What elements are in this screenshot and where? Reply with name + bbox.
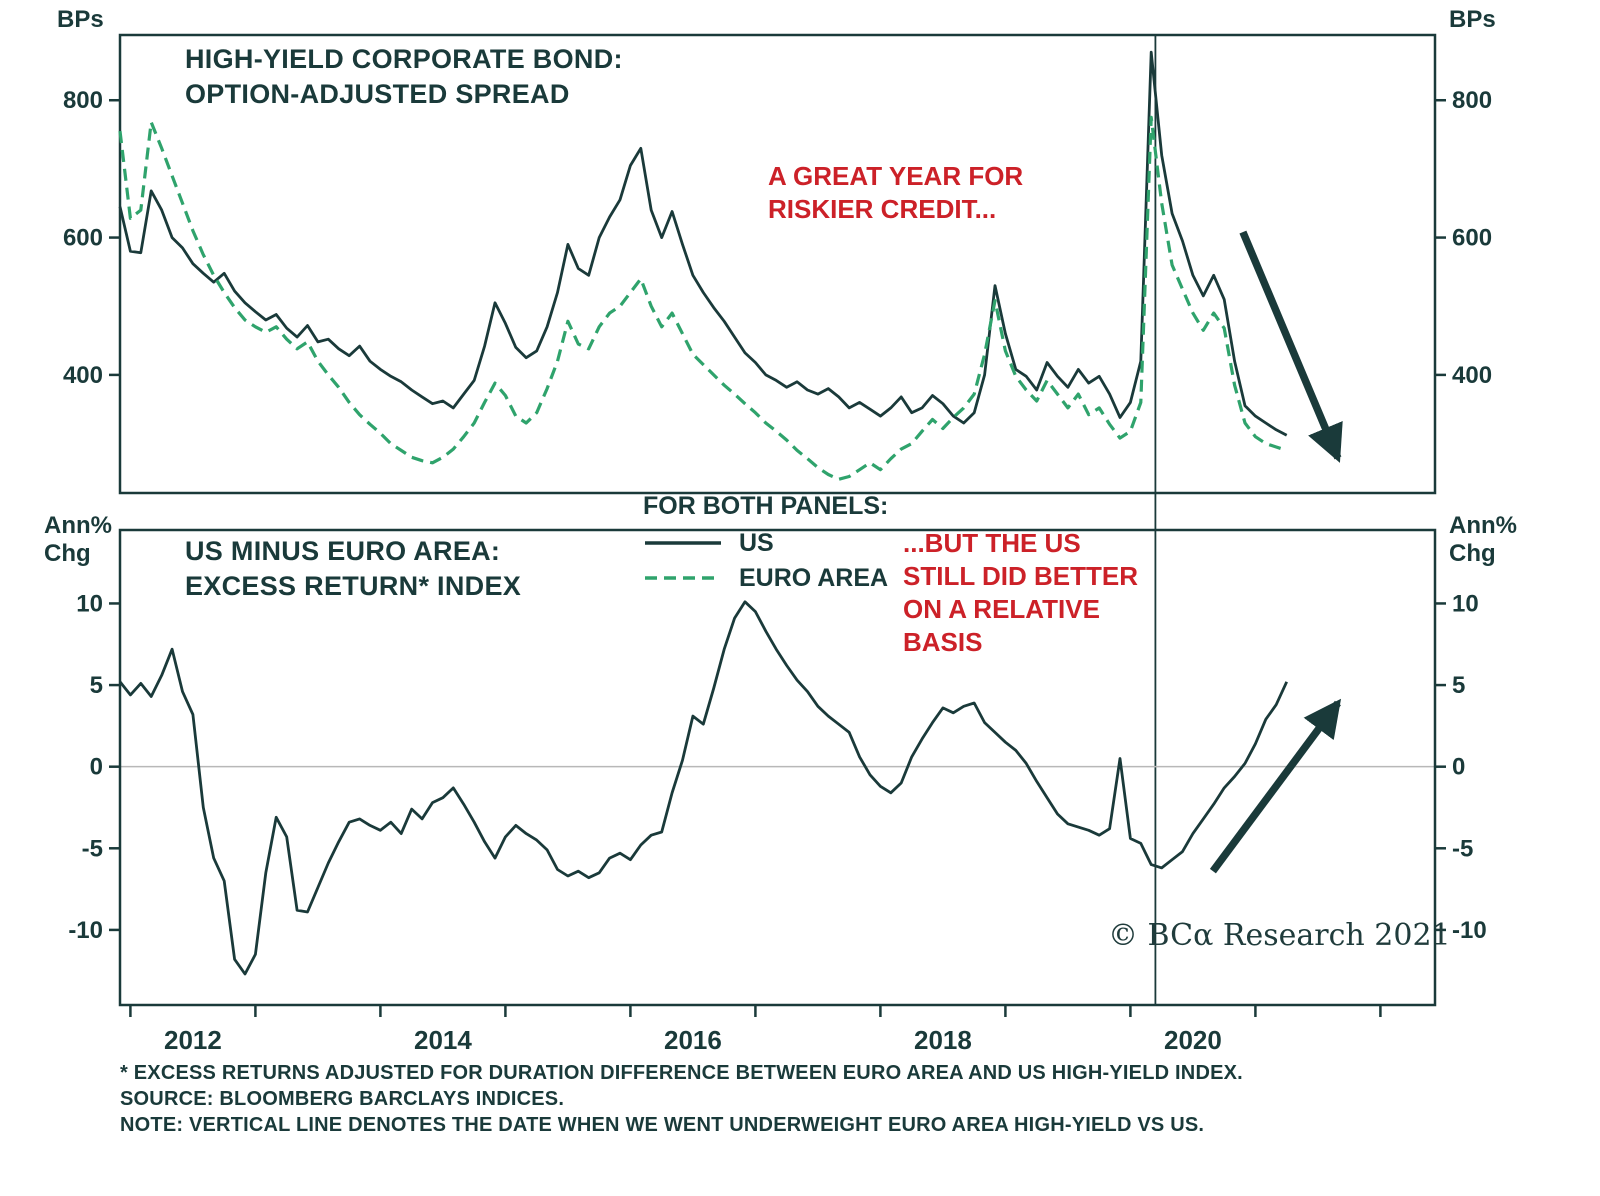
- bottom-annotation-line3: ON A RELATIVE: [903, 594, 1100, 624]
- footnote-note: NOTE: VERTICAL LINE DENOTES THE DATE WHE…: [120, 1114, 1205, 1136]
- y-tick-label: -5: [82, 835, 103, 862]
- y-tick-label: 10: [76, 590, 103, 617]
- x-tick-label: 2016: [664, 1025, 722, 1055]
- bottom-annotation-line1: ...BUT THE US: [903, 528, 1081, 558]
- legend-heading: FOR BOTH PANELS:: [643, 492, 889, 520]
- footnote-source: SOURCE: BLOOMBERG BARCLAYS INDICES.: [120, 1088, 565, 1110]
- bottom-unit-right-line2: Chg: [1449, 540, 1496, 567]
- bottom-unit-left-line1: Ann%: [44, 512, 112, 539]
- y-tick-label: 0: [90, 754, 103, 781]
- x-tick-label: 2012: [164, 1025, 222, 1055]
- legend-item-us: US: [643, 528, 888, 557]
- bottom-panel-title: US MINUS EURO AREA: EXCESS RETURN* INDEX: [185, 534, 521, 604]
- bottom-annotation-line2: STILL DID BETTER: [903, 561, 1138, 591]
- y-tick-label: 5: [1452, 672, 1465, 699]
- trend-arrow: [1209, 698, 1342, 874]
- y-tick-label: 600: [63, 225, 103, 252]
- bottom-annotation: ...BUT THE US STILL DID BETTER ON A RELA…: [903, 527, 1138, 659]
- x-tick-label: 2018: [914, 1025, 972, 1055]
- x-tick-label: 2014: [414, 1025, 472, 1055]
- top-unit-right: BPs: [1449, 6, 1496, 33]
- panel-border: [118, 33, 1437, 495]
- y-tick-label: 0: [1452, 754, 1465, 781]
- y-tick-label: 600: [1452, 225, 1492, 252]
- top-annotation-line2: RISKIER CREDIT...: [768, 194, 997, 224]
- bottom-annotation-line4: BASIS: [903, 627, 983, 657]
- y-tick-label: 800: [63, 87, 103, 114]
- y-tick-label: 800: [1452, 87, 1492, 114]
- legend: FOR BOTH PANELS: US EURO AREA: [643, 492, 889, 592]
- copyright: © BCα Research 2021: [1108, 918, 1451, 953]
- legend-label-us: US: [739, 528, 774, 557]
- y-tick-label: 5: [90, 672, 103, 699]
- top-title-line1: HIGH-YIELD CORPORATE BOND:: [185, 44, 623, 74]
- us-series-line: [118, 50, 1288, 437]
- top-annotation: A GREAT YEAR FOR RISKIER CREDIT...: [768, 160, 1023, 226]
- top-annotation-line1: A GREAT YEAR FOR: [768, 161, 1024, 191]
- bottom-unit-right-line1: Ann%: [1449, 512, 1517, 539]
- trend-arrow: [1239, 230, 1343, 463]
- bottom-unit-left: Ann% Chg: [44, 512, 112, 568]
- euro-area-line-sample-icon: [645, 576, 721, 580]
- top-unit-left: BPs: [57, 6, 104, 33]
- footnote-excess-returns: * EXCESS RETURNS ADJUSTED FOR DURATION D…: [120, 1062, 1243, 1084]
- legend-item-euro-area: EURO AREA: [643, 563, 889, 592]
- bottom-title-line2: EXCESS RETURN* INDEX: [185, 571, 522, 601]
- us-line-sample-icon: [645, 541, 721, 545]
- y-tick-label: 400: [1452, 362, 1492, 389]
- top-title-line2: OPTION-ADJUSTED SPREAD: [185, 79, 570, 109]
- top-panel-title: HIGH-YIELD CORPORATE BOND: OPTION-ADJUST…: [185, 42, 623, 112]
- legend-label-euro-area: EURO AREA: [739, 563, 889, 592]
- y-tick-label: -10: [68, 917, 103, 944]
- x-tick-label: 2020: [1164, 1025, 1222, 1055]
- y-tick-label: -10: [1452, 917, 1487, 944]
- bottom-unit-left-line2: Chg: [44, 540, 91, 567]
- y-tick-label: -5: [1452, 835, 1473, 862]
- y-tick-label: 10: [1452, 590, 1479, 617]
- bottom-unit-right: Ann% Chg: [1449, 512, 1517, 568]
- bottom-title-line1: US MINUS EURO AREA:: [185, 536, 501, 566]
- y-tick-label: 400: [63, 362, 103, 389]
- footnotes: * EXCESS RETURNS ADJUSTED FOR DURATION D…: [120, 1060, 1243, 1138]
- euro-area-series-line: [118, 115, 1288, 481]
- us-minus-euro-area-excess-return-series-line: [118, 600, 1288, 976]
